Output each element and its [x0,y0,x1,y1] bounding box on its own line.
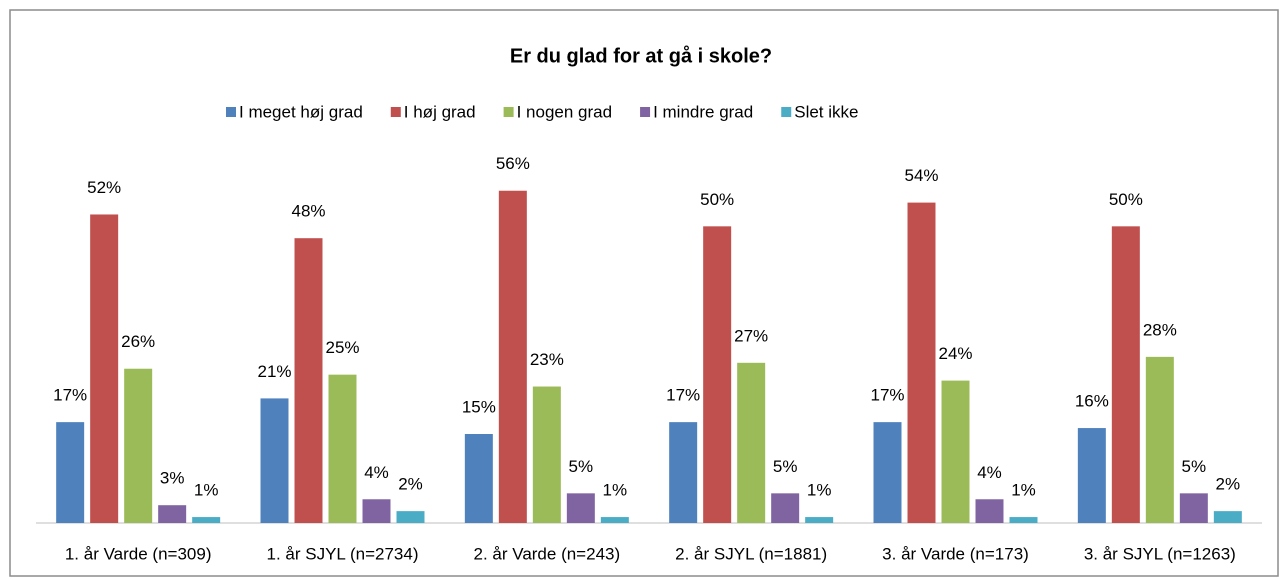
bar [56,422,85,523]
data-label: 23% [530,350,564,369]
bar [362,499,391,523]
legend-swatch [390,107,401,117]
bar [464,434,493,523]
data-label: 5% [569,457,594,476]
data-label: 52% [87,178,121,197]
bar [669,422,698,523]
data-label: 17% [870,386,904,405]
bar [1111,226,1140,524]
bar [192,517,221,523]
bar [941,380,970,523]
data-label: 1% [807,481,832,500]
data-label: 48% [291,202,325,221]
bar [90,214,119,523]
data-label: 24% [938,344,972,363]
data-label: 21% [257,362,291,381]
bar [396,511,425,523]
x-tick-label: 3. år SJYL (n=1263) [1084,544,1236,563]
data-label: 56% [496,154,530,173]
chart-title: Er du glad for at gå i skole? [510,44,772,67]
bar [1145,356,1174,523]
x-tick-label: 2. år SJYL (n=1881) [675,544,827,563]
x-tick-label: 2. år Varde (n=243) [474,544,621,563]
legend-label: I meget høj grad [239,102,363,121]
data-label: 1% [603,481,628,500]
data-label: 1% [1011,481,1036,500]
data-label: 3% [160,469,185,488]
x-tick-label: 1. år Varde (n=309) [65,544,212,563]
bar [1009,517,1038,523]
data-label: 50% [700,190,734,209]
chart-frame [9,9,1279,577]
legend-swatch [226,107,236,117]
bar [260,398,289,523]
bar [805,517,834,523]
data-label: 4% [977,463,1002,482]
legend-swatch [781,107,792,117]
bar [532,386,561,523]
data-label: 28% [1143,320,1177,339]
x-tick-label: 3. år Varde (n=173) [882,544,1029,563]
data-label: 17% [53,386,87,405]
data-label: 15% [462,397,496,416]
data-label: 2% [1216,475,1241,494]
data-label: 1% [194,481,219,500]
data-label: 50% [1109,190,1143,209]
bar [1213,511,1242,523]
data-label: 5% [773,457,798,476]
bar [294,238,323,523]
data-label: 17% [666,386,700,405]
bar [328,374,357,523]
data-label: 27% [734,326,768,345]
bar [498,190,527,523]
legend-label: I nogen grad [517,102,612,121]
legend-swatch [503,107,514,117]
bar [737,362,766,523]
data-label: 2% [398,475,423,494]
bar [703,226,732,524]
legend-label: I høj grad [404,102,476,121]
bar [1077,428,1106,523]
data-label: 25% [325,338,359,357]
bar [158,505,187,523]
bar [873,422,902,523]
bar [124,368,153,523]
data-label: 16% [1075,392,1109,411]
bar [975,499,1004,523]
x-tick-label: 1. år SJYL (n=2734) [267,544,419,563]
legend-label: I mindre grad [653,102,753,121]
legend-swatch [640,107,651,117]
legend-label: Slet ikke [794,102,858,121]
bar [771,493,800,523]
data-label: 4% [364,463,389,482]
data-label: 54% [904,166,938,185]
bar [907,202,936,523]
data-label: 26% [121,332,155,351]
bar [1179,493,1208,523]
data-label: 5% [1182,457,1207,476]
bar [566,493,595,523]
bar [600,517,629,523]
